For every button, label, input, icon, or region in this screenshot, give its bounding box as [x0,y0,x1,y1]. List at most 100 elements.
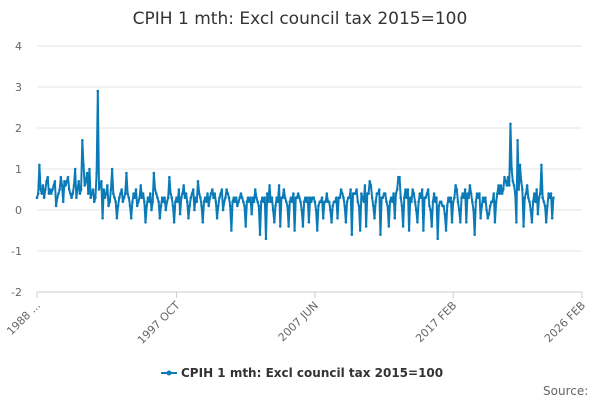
data-point[interactable] [152,171,156,175]
data-point[interactable] [313,200,317,204]
data-point[interactable] [71,192,75,195]
data-point[interactable] [403,196,406,199]
data-point[interactable] [213,192,216,195]
data-point[interactable] [100,180,103,183]
data-point[interactable] [512,184,516,187]
data-point[interactable] [358,229,362,232]
data-point[interactable] [507,184,511,187]
data-point[interactable] [207,204,211,208]
data-point[interactable] [75,196,78,199]
data-point[interactable] [231,200,234,204]
data-point[interactable] [536,212,540,216]
data-point[interactable] [277,184,281,187]
data-point[interactable] [331,204,335,208]
data-point[interactable] [469,192,473,195]
data-point[interactable] [51,188,54,191]
data-point[interactable] [65,180,69,183]
data-point[interactable] [122,196,126,199]
data-point[interactable] [424,196,428,199]
data-point[interactable] [66,175,70,179]
data-point[interactable] [113,196,116,199]
data-point[interactable] [125,171,128,175]
data-point[interactable] [157,200,160,204]
data-point[interactable] [197,192,201,195]
data-point[interactable] [70,196,73,199]
data-point[interactable] [225,188,228,191]
data-point[interactable] [420,188,424,191]
data-point[interactable] [119,192,122,195]
data-point[interactable] [222,200,226,204]
data-point[interactable] [140,196,144,199]
data-point[interactable] [361,196,364,199]
data-point[interactable] [250,212,253,216]
data-point[interactable] [147,200,151,204]
data-point[interactable] [262,200,265,204]
data-point[interactable] [385,200,388,204]
data-point[interactable] [193,208,196,212]
data-point[interactable] [404,188,407,191]
data-point[interactable] [187,216,190,220]
data-point[interactable] [414,208,418,212]
data-point[interactable] [465,221,468,224]
data-point[interactable] [86,192,90,195]
data-point[interactable] [64,184,67,187]
data-point[interactable] [547,192,550,195]
data-point[interactable] [208,196,212,199]
data-point[interactable] [36,192,40,195]
data-point[interactable] [418,192,422,195]
data-point[interactable] [510,167,513,171]
data-point[interactable] [376,192,380,195]
data-point[interactable] [506,175,510,179]
data-point[interactable] [435,196,438,199]
data-point[interactable] [345,200,349,204]
data-point[interactable] [528,200,531,204]
data-point[interactable] [69,192,72,195]
data-point[interactable] [487,212,491,216]
data-point[interactable] [486,216,490,220]
data-point[interactable] [271,208,275,212]
data-point[interactable] [220,188,224,191]
data-point[interactable] [499,184,503,187]
data-point[interactable] [211,188,214,191]
data-point[interactable] [448,200,451,204]
data-point[interactable] [63,180,66,183]
data-point[interactable] [91,188,95,191]
data-point[interactable] [300,208,304,212]
data-point[interactable] [329,208,332,212]
data-point[interactable] [199,196,202,199]
data-point[interactable] [309,200,313,204]
data-point[interactable] [57,192,60,195]
data-point[interactable] [79,188,83,191]
data-point[interactable] [274,204,277,208]
data-point[interactable] [123,192,127,195]
data-point[interactable] [527,196,530,199]
data-point[interactable] [457,208,461,212]
data-point[interactable] [372,204,375,208]
data-point[interactable] [476,196,480,199]
data-point[interactable] [109,188,113,191]
data-point[interactable] [399,196,403,199]
data-point[interactable] [436,237,440,240]
data-point[interactable] [505,184,509,187]
data-point[interactable] [301,225,305,228]
data-point[interactable] [244,225,247,228]
data-point[interactable] [108,200,112,204]
data-point[interactable] [116,204,120,208]
data-point[interactable] [550,216,554,220]
data-point[interactable] [315,229,319,232]
data-point[interactable] [428,204,431,208]
data-point[interactable] [525,184,529,187]
data-point[interactable] [110,167,114,171]
data-point[interactable] [153,188,157,191]
data-point[interactable] [128,204,132,208]
data-point[interactable] [312,196,315,199]
data-point[interactable] [439,200,443,204]
data-point[interactable] [139,184,143,187]
data-point[interactable] [413,200,417,204]
data-point[interactable] [84,180,88,183]
data-point[interactable] [283,196,287,199]
data-point[interactable] [184,192,188,195]
data-point[interactable] [239,192,243,195]
data-point[interactable] [304,196,307,199]
data-point[interactable] [76,188,79,191]
